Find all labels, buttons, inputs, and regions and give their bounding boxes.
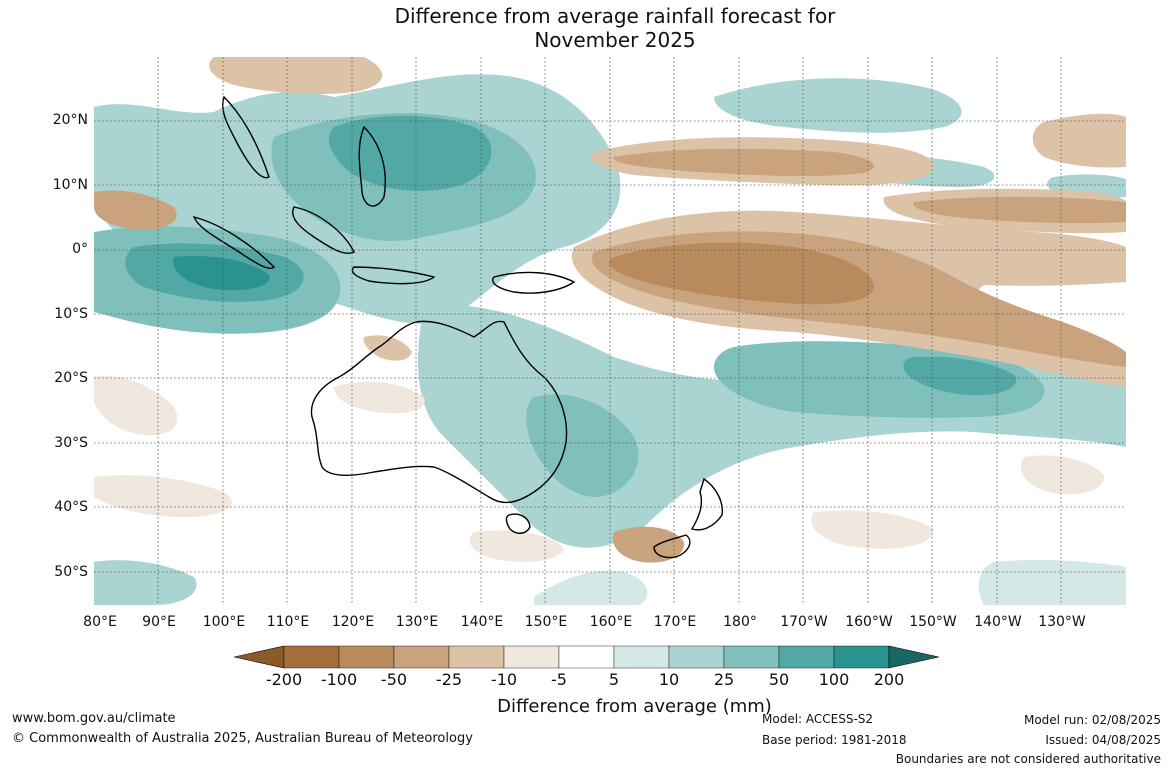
colorbar-cell — [503, 645, 560, 669]
lon-label-170e: 170°E — [653, 614, 697, 630]
model-text: Model: ACCESS-S2 — [762, 712, 874, 726]
model-run-text: Model run: 02/08/2025 — [1023, 713, 1161, 727]
lon-label-110e: 110°E — [266, 614, 310, 630]
colorbar-cell — [393, 645, 450, 669]
colorbar-tick: -5 — [551, 670, 567, 689]
colorbar-tick: 5 — [608, 670, 620, 689]
rainfall-map — [94, 57, 1126, 605]
colorbar-arrow-left — [234, 645, 285, 669]
colorbar — [234, 645, 939, 669]
colorbar-cell — [338, 645, 395, 669]
colorbar-title: Difference from average (mm) — [497, 696, 772, 717]
colorbar-tick: 200 — [873, 670, 905, 689]
lat-label-20s: 20°S — [54, 370, 88, 386]
lon-label-120e: 120°E — [331, 614, 375, 630]
lon-label-140w: 140°W — [974, 614, 1022, 630]
colorbar-tick: 50 — [768, 670, 790, 689]
lon-label-130w: 130°W — [1038, 614, 1086, 630]
colorbar-cell — [558, 645, 615, 669]
colorbar-cell — [778, 645, 835, 669]
graticule — [94, 57, 1126, 605]
colorbar-tick: 10 — [658, 670, 680, 689]
colorbar-arrow-right — [888, 645, 939, 669]
colorbar-tick: -25 — [435, 670, 463, 689]
coastlines — [192, 95, 723, 559]
colorbar-tick: -10 — [490, 670, 518, 689]
website-link[interactable]: www.bom.gov.au/climate — [12, 711, 176, 726]
title-line-2: November 2025 — [534, 28, 696, 52]
colorbar-tick: -200 — [265, 670, 303, 689]
lat-label-30s: 30°S — [54, 435, 88, 451]
lon-label-80e: 80°E — [83, 614, 117, 630]
lon-label-150e: 150°E — [524, 614, 568, 630]
lon-label-100e: 100°E — [202, 614, 246, 630]
base-period-text: Base period: 1981-2018 — [762, 733, 907, 747]
lon-label-140e: 140°E — [460, 614, 504, 630]
title-line-1: Difference from average rainfall forecas… — [394, 4, 836, 28]
lon-label-160e: 160°E — [589, 614, 633, 630]
colorbar-cell — [448, 645, 505, 669]
lon-label-180: 180° — [723, 614, 757, 630]
map-canvas — [94, 57, 1126, 605]
lon-label-150w: 150°W — [909, 614, 957, 630]
lat-label-20n: 20°N — [52, 112, 88, 128]
lon-label-90e: 90°E — [142, 614, 176, 630]
colorbar-tick: -100 — [320, 670, 358, 689]
lat-label-10n: 10°N — [52, 177, 88, 193]
disclaimer-text: Boundaries are not considered authoritat… — [895, 752, 1161, 766]
dry-anomaly-regions — [94, 57, 1126, 563]
colorbar-tick: 25 — [713, 670, 735, 689]
lon-label-130e: 130°E — [395, 614, 439, 630]
lat-label-50s: 50°S — [54, 564, 88, 580]
wet-anomaly-regions — [94, 74, 1126, 605]
lat-label-0: 0° — [72, 241, 88, 257]
map-title: Difference from average rainfall forecas… — [0, 4, 1173, 52]
lon-label-170w: 170°W — [780, 614, 828, 630]
issued-text: Issued: 04/08/2025 — [1045, 733, 1161, 747]
lon-label-160w: 160°W — [845, 614, 893, 630]
copyright-text: © Commonwealth of Australia 2025, Austra… — [12, 731, 473, 746]
lat-label-40s: 40°S — [54, 499, 88, 515]
colorbar-cell — [833, 645, 890, 669]
lat-label-10s: 10°S — [54, 306, 88, 322]
colorbar-cell — [723, 645, 780, 669]
colorbar-tick: -50 — [380, 670, 408, 689]
colorbar-cell — [668, 645, 725, 669]
colorbar-cell — [613, 645, 670, 669]
colorbar-tick: 100 — [818, 670, 850, 689]
colorbar-cell — [283, 645, 340, 669]
